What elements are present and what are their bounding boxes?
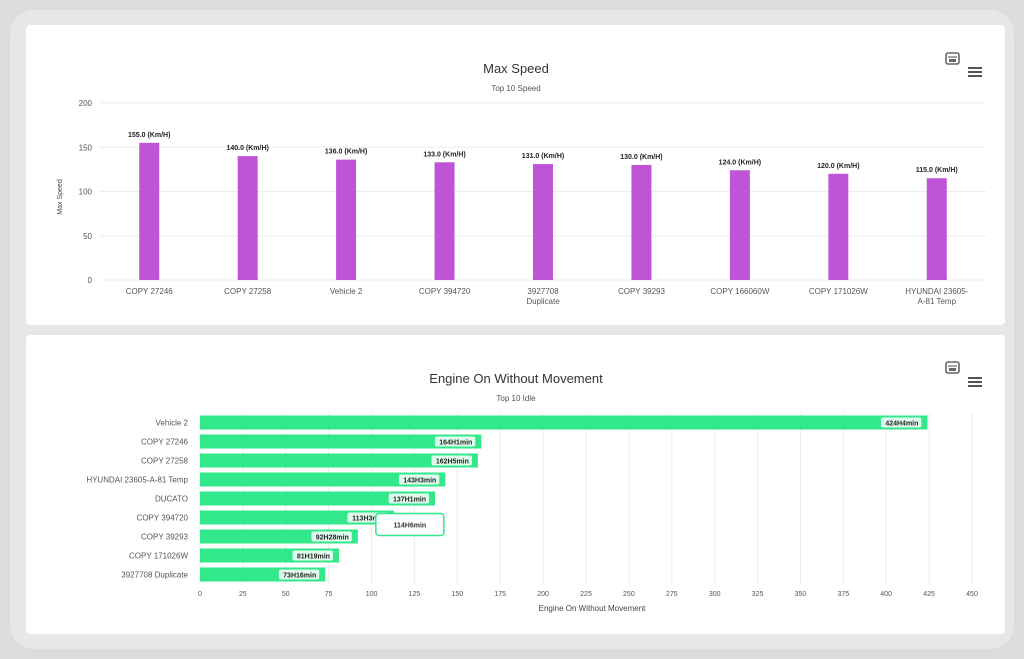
data-label: 113H3min bbox=[352, 516, 385, 523]
y-tick-label: 50 bbox=[83, 232, 92, 241]
bar[interactable] bbox=[200, 415, 928, 430]
chart-title: Max Speed bbox=[483, 61, 549, 76]
y-tick-label: COPY 27246 bbox=[141, 438, 189, 447]
x-tick-label: 450 bbox=[966, 591, 978, 598]
bar[interactable] bbox=[434, 162, 455, 280]
y-tick-label: 200 bbox=[79, 99, 93, 108]
x-tick-label: COPY 39293 bbox=[618, 287, 666, 296]
y-tick-label: Vehicle 2 bbox=[156, 419, 189, 428]
data-label: 120.0 (Km/H) bbox=[817, 163, 859, 170]
data-label: 137H1min bbox=[393, 497, 426, 504]
data-label: 133.0 (Km/H) bbox=[423, 151, 465, 158]
bar[interactable] bbox=[200, 453, 478, 468]
data-label: 136.0 (Km/H) bbox=[325, 149, 367, 156]
x-tick-label: COPY 27246 bbox=[126, 287, 174, 296]
bar[interactable] bbox=[926, 178, 947, 280]
bar[interactable] bbox=[200, 510, 394, 525]
bar[interactable] bbox=[336, 159, 357, 280]
data-label-bg bbox=[278, 569, 320, 580]
data-label: 164H1min bbox=[439, 440, 472, 447]
data-label: 130.0 (Km/H) bbox=[620, 154, 662, 161]
data-label: 140.0 (Km/H) bbox=[226, 145, 268, 152]
y-axis-label: Max Speed bbox=[57, 179, 64, 215]
tooltip bbox=[375, 512, 445, 537]
data-label: 143H3min bbox=[403, 478, 436, 485]
x-tick-label: 150 bbox=[451, 591, 463, 598]
data-label: 131.0 (Km/H) bbox=[522, 153, 564, 160]
x-tick-label: 125 bbox=[409, 591, 421, 598]
x-tick-label: COPY 27258 bbox=[224, 287, 272, 296]
x-tick-label: 75 bbox=[325, 591, 333, 598]
y-tick-label: 0 bbox=[88, 276, 93, 285]
data-label: 424H4min bbox=[885, 421, 918, 428]
x-tick-label: COPY 166060W bbox=[710, 287, 769, 296]
x-axis-label: Engine On Without Movement bbox=[539, 604, 646, 613]
data-label-bg bbox=[311, 531, 352, 542]
calendar-icon[interactable] bbox=[945, 361, 960, 374]
x-tick-label: 325 bbox=[752, 591, 764, 598]
y-tick-label: 150 bbox=[79, 143, 93, 152]
tooltip-text: 114H6min bbox=[394, 523, 427, 530]
engine-idle-panel: Engine On Without Movement Top 10 Idle E… bbox=[26, 335, 1005, 634]
x-tick-label: 275 bbox=[666, 591, 678, 598]
data-label: 155.0 (Km/H) bbox=[128, 132, 170, 139]
max-speed-chart: Max Speed Top 10 Speed Max Speed 0 50 100 1… bbox=[57, 52, 986, 306]
y-tick-label: DUCATO bbox=[155, 495, 188, 504]
data-label-bg bbox=[398, 474, 440, 485]
data-label: 81H19min bbox=[297, 554, 330, 561]
data-label-bg bbox=[292, 550, 333, 561]
menu-icon[interactable] bbox=[968, 67, 982, 77]
data-label: 115.0 (Km/H) bbox=[916, 167, 958, 174]
data-label: 73H16min bbox=[283, 573, 316, 580]
x-tick-label: 350 bbox=[795, 591, 807, 598]
y-tick-label: COPY 394720 bbox=[137, 514, 189, 523]
menu-icon[interactable] bbox=[968, 377, 982, 387]
x-tick-label: COPY 394720 bbox=[419, 287, 471, 296]
max-speed-panel: Max Speed Top 10 Speed Max Speed 0 50 100 1… bbox=[26, 25, 1005, 325]
x-tick-label: 175 bbox=[494, 591, 506, 598]
bar[interactable] bbox=[237, 156, 258, 280]
bar[interactable] bbox=[533, 164, 553, 280]
x-tick-label: 3927708 Duplicate bbox=[526, 287, 560, 306]
x-tick-label: 0 bbox=[198, 591, 202, 598]
calendar-icon[interactable] bbox=[945, 52, 960, 65]
x-tick-label: 50 bbox=[282, 591, 290, 598]
data-label-bg bbox=[431, 455, 472, 466]
data-label: 92H28min bbox=[316, 535, 349, 542]
chart-subtitle: Top 10 Idle bbox=[496, 394, 536, 403]
bar[interactable] bbox=[631, 164, 652, 280]
x-tick-label: Vehicle 2 bbox=[330, 287, 363, 296]
data-label-bg bbox=[388, 493, 430, 504]
x-tick-label: 425 bbox=[923, 591, 935, 598]
data-label: 162H5min bbox=[436, 459, 469, 466]
data-label-bg bbox=[434, 436, 476, 447]
bar[interactable] bbox=[200, 434, 482, 449]
x-tick-label: 200 bbox=[537, 591, 549, 598]
bar[interactable] bbox=[729, 170, 750, 280]
bar[interactable] bbox=[828, 173, 849, 280]
x-tick-label: 300 bbox=[709, 591, 721, 598]
x-tick-label: 25 bbox=[239, 591, 247, 598]
y-tick-label: COPY 171026W bbox=[129, 552, 188, 561]
engine-idle-chart: Engine On Without Movement Top 10 Idle E… bbox=[86, 361, 982, 613]
x-tick-label: COPY 171026W bbox=[809, 287, 868, 296]
y-tick-label: COPY 39293 bbox=[141, 533, 189, 542]
chart-title: Engine On Without Movement bbox=[429, 371, 603, 386]
bar[interactable] bbox=[200, 472, 446, 487]
y-tick-label: 3927708 Duplicate bbox=[121, 571, 188, 580]
x-tick-label: 375 bbox=[837, 591, 849, 598]
y-tick-label: COPY 27258 bbox=[141, 457, 189, 466]
y-tick-label: HYUNDAI 23605-A-81 Temp bbox=[86, 476, 188, 485]
x-tick-label: 400 bbox=[880, 591, 892, 598]
y-tick-label: 100 bbox=[79, 188, 93, 197]
bar[interactable] bbox=[200, 491, 436, 506]
data-label-bg bbox=[880, 417, 922, 428]
data-label: 124.0 (Km/H) bbox=[719, 159, 761, 166]
bar[interactable] bbox=[139, 142, 160, 280]
x-tick-label: HYUNDAI 23605-A-81 Temp bbox=[905, 287, 968, 306]
chart-subtitle: Top 10 Speed bbox=[491, 84, 540, 93]
x-tick-label: 250 bbox=[623, 591, 635, 598]
x-tick-label: 225 bbox=[580, 591, 592, 598]
x-tick-label: 100 bbox=[366, 591, 378, 598]
